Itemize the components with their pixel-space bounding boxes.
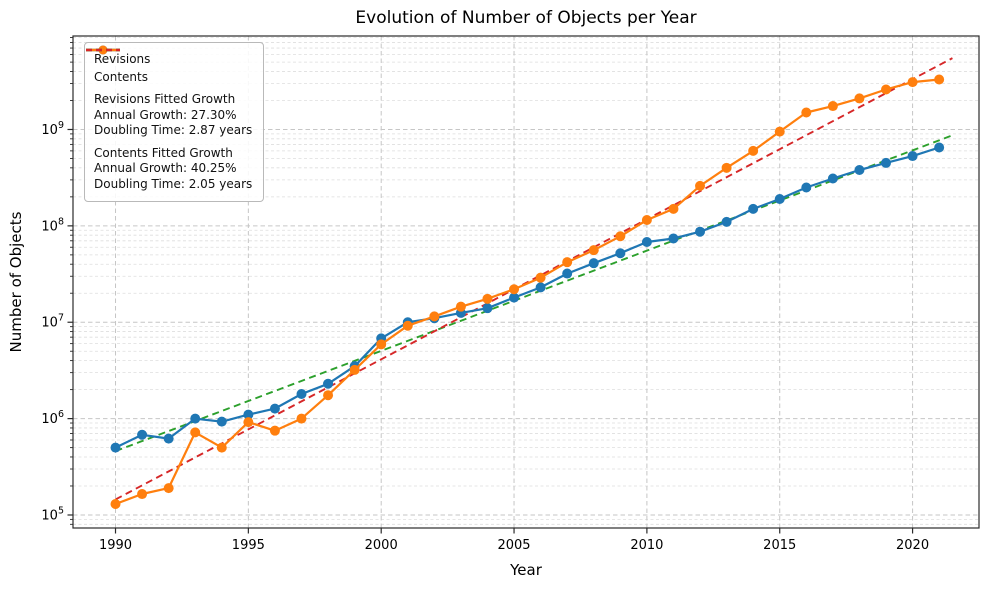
contents-marker xyxy=(402,320,413,331)
legend-label-line: Annual Growth: 27.30% xyxy=(94,107,237,122)
revisions-marker xyxy=(163,433,174,444)
revisions-marker xyxy=(721,216,732,227)
contents-marker xyxy=(349,364,360,375)
contents-marker xyxy=(907,77,918,88)
contents-marker xyxy=(827,101,838,112)
contents-marker xyxy=(110,499,121,510)
contents-marker xyxy=(721,162,732,173)
contents-marker xyxy=(482,293,493,304)
y-tick-label: 109 xyxy=(41,120,64,138)
legend-label-line: Contents Fitted Growth xyxy=(94,145,233,160)
legend-label-line: Annual Growth: 40.25% xyxy=(94,161,237,175)
revisions-marker xyxy=(482,303,493,314)
revisions-marker xyxy=(323,378,334,389)
revisions-marker xyxy=(668,233,679,244)
revisions-marker xyxy=(641,237,652,248)
y-tick-label: 107 xyxy=(41,313,64,331)
contents-marker xyxy=(562,257,573,268)
revisions-marker xyxy=(535,282,546,293)
revisions-marker xyxy=(934,142,945,153)
revisions-marker xyxy=(881,157,892,168)
contents-marker xyxy=(748,145,759,156)
legend-dashed-sample xyxy=(86,48,120,52)
x-tick-label: 1990 xyxy=(99,538,132,553)
contents-marker xyxy=(190,427,201,438)
contents-marker xyxy=(881,84,892,95)
revisions-marker xyxy=(615,248,626,259)
revisions-marker xyxy=(296,389,307,400)
contents-fitted-growth-line xyxy=(115,57,953,501)
revisions-marker xyxy=(269,403,280,414)
x-tick-label: 2000 xyxy=(365,538,398,553)
contents-marker xyxy=(668,203,679,214)
revisions-marker xyxy=(774,193,785,204)
x-tick-label: 2015 xyxy=(763,538,796,553)
y-tick-label: 106 xyxy=(41,409,64,427)
y-tick-label: 105 xyxy=(41,505,64,523)
x-tick-label: 1995 xyxy=(232,538,265,553)
legend-label-line: Revisions xyxy=(94,52,151,66)
y-axis-label: Number of Objects xyxy=(7,211,25,352)
x-tick-label: 2010 xyxy=(630,538,663,553)
contents-marker xyxy=(588,245,599,256)
legend-label: Contents Fitted Growth Annual Growth: 40.… xyxy=(94,146,252,193)
x-tick-label: 2020 xyxy=(896,538,929,553)
contents-marker xyxy=(854,93,865,104)
revisions-marker xyxy=(588,258,599,269)
contents-marker xyxy=(615,231,626,242)
plot-frame xyxy=(72,35,980,529)
legend-label: Contents xyxy=(94,70,148,86)
legend-entry: Contents Fitted Growth Annual Growth: 40.… xyxy=(86,48,252,193)
legend: Revisions Contents Revisions Fitted Growth… xyxy=(84,42,265,202)
revisions-marker xyxy=(907,151,918,162)
contents-marker xyxy=(695,180,706,191)
chart-title: Evolution of Number of Objects per Year xyxy=(355,8,696,28)
revisions-marker xyxy=(827,173,838,184)
legend-label: Revisions Fitted Growth Annual Growth: 27… xyxy=(94,92,252,139)
contents-marker xyxy=(376,339,387,350)
contents-marker xyxy=(801,107,812,118)
contents-marker xyxy=(243,417,254,428)
contents-marker xyxy=(323,390,334,401)
contents-marker xyxy=(296,413,307,424)
legend-label-line: Doubling Time: 2.87 years xyxy=(94,123,253,137)
legend-label-line: Revisions Fitted Growth xyxy=(94,92,236,106)
legend-entry: Contents xyxy=(86,45,252,86)
legend-label-line: Doubling Time: 2.05 years xyxy=(94,176,253,191)
contents-marker xyxy=(641,215,652,226)
y-tick-label: 108 xyxy=(41,216,64,234)
legend-entry: Revisions Fitted Growth Annual Growth: 27… xyxy=(86,48,252,139)
contents-marker xyxy=(429,311,440,322)
revisions-marker xyxy=(216,416,227,427)
contents-marker xyxy=(269,425,280,436)
revisions-marker xyxy=(509,292,520,303)
revisions-marker xyxy=(190,413,201,424)
contents-marker xyxy=(509,284,520,295)
revisions-marker xyxy=(110,442,121,453)
revisions-marker xyxy=(243,409,254,420)
legend-label-line: Contents xyxy=(94,69,148,84)
contents-marker xyxy=(934,74,945,85)
revisions-marker xyxy=(801,182,812,193)
revisions-marker xyxy=(748,203,759,214)
contents-marker xyxy=(774,126,785,137)
contents-marker xyxy=(455,301,466,312)
legend-label: Revisions xyxy=(94,52,150,68)
x-tick-label: 2005 xyxy=(497,538,530,553)
contents-marker xyxy=(163,483,174,494)
revisions-marker xyxy=(562,268,573,279)
revisions-marker xyxy=(854,164,865,175)
contents-marker xyxy=(137,489,148,500)
contents-marker xyxy=(535,272,546,283)
revisions-marker xyxy=(137,429,148,440)
revisions-marker xyxy=(695,226,706,237)
x-axis-label: Year xyxy=(509,561,543,579)
contents-marker xyxy=(216,442,227,453)
